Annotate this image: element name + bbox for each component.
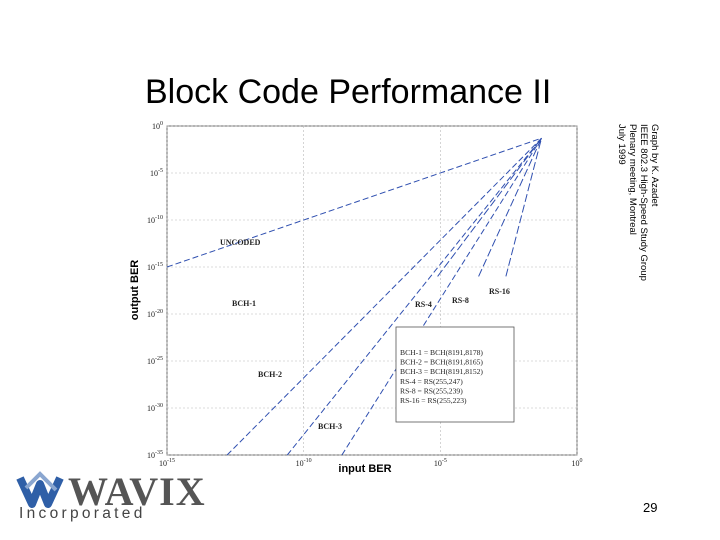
series-line-rs-8 [478, 137, 542, 277]
wavix-logo-mark [16, 471, 64, 508]
x-axis-label: input BER [338, 463, 391, 475]
legend-entry: BCH-2 = BCH(8191,8165) [400, 358, 483, 367]
series-label-uncoded: UNCODED [220, 238, 261, 247]
series-label-rs-4: RS-4 [415, 300, 432, 309]
y-tick-label: 10-25 [147, 356, 163, 366]
legend-entry: BCH-3 = BCH(8191,8152) [400, 367, 483, 376]
series-line-uncoded [166, 137, 542, 268]
slide-title: Block Code Performance II [145, 73, 552, 111]
y-axis-label: output BER [129, 260, 141, 321]
series-line-rs-16 [505, 138, 542, 277]
series-label-bch-3: BCH-3 [318, 422, 342, 431]
series-label-bch-2: BCH-2 [258, 370, 282, 379]
series-line-bch-2 [286, 137, 542, 456]
legend-entry: RS-4 = RS(255,247) [400, 377, 463, 386]
series-label-rs-16: RS-16 [489, 287, 510, 296]
x-tick-label: 10-15 [159, 458, 175, 468]
plot-frame [166, 125, 578, 456]
x-tick-label: 10-10 [296, 458, 312, 468]
logo-wordmark: WAVIX [68, 469, 206, 514]
y-tick-label: 100 [152, 121, 163, 131]
series-label-bch-1: BCH-1 [232, 299, 256, 308]
y-tick-label: 10-10 [147, 215, 163, 225]
y-tick-label: 10-30 [147, 403, 163, 413]
logo-subtitle: Incorporated [19, 505, 146, 522]
wavix-logo: WAVIX Incorporated [16, 466, 205, 524]
series-line-rs-4 [437, 137, 542, 277]
y-tick-label: 10-15 [147, 262, 163, 272]
legend-entry: RS-16 = RS(255,223) [400, 396, 467, 405]
y-tick-label: 10-20 [147, 309, 163, 319]
legend-entry: RS-8 = RS(255,239) [400, 386, 463, 395]
page-number: 29 [643, 500, 658, 515]
series-line-bch-1 [226, 137, 542, 456]
y-tick-label: 10-35 [147, 450, 163, 460]
legend-box [395, 326, 515, 423]
legend-entry: BCH-1 = BCH(8191,8178) [400, 348, 483, 357]
x-tick-label: 10-5 [434, 458, 447, 468]
x-tick-label: 100 [572, 458, 583, 468]
series-label-rs-8: RS-8 [452, 296, 469, 305]
y-tick-label: 10-5 [150, 168, 163, 178]
